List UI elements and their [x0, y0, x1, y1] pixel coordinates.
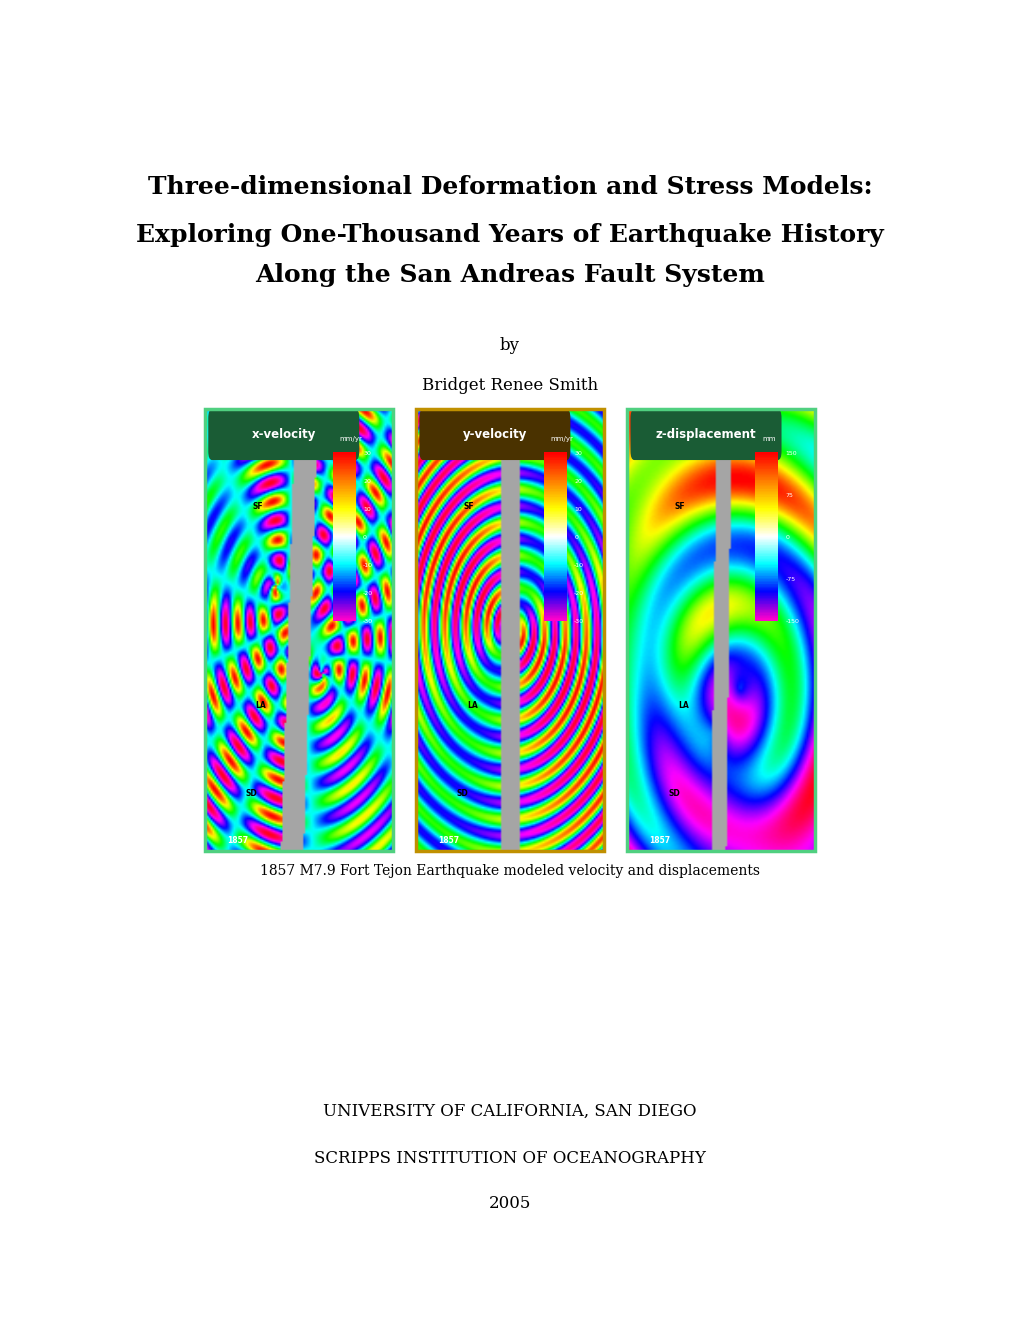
Text: 1857 M7.9 Fort Tejon Earthquake modeled velocity and displacements: 1857 M7.9 Fort Tejon Earthquake modeled … [260, 865, 759, 878]
Text: SCRIPPS INSTITUTION OF OCEANOGRAPHY: SCRIPPS INSTITUTION OF OCEANOGRAPHY [314, 1151, 705, 1167]
Text: Exploring One-Thousand Years of Earthquake History: Exploring One-Thousand Years of Earthqua… [136, 223, 883, 247]
Text: Three-dimensional Deformation and Stress Models:: Three-dimensional Deformation and Stress… [148, 176, 871, 199]
Text: by: by [499, 338, 520, 354]
Text: UNIVERSITY OF CALIFORNIA, SAN DIEGO: UNIVERSITY OF CALIFORNIA, SAN DIEGO [323, 1104, 696, 1119]
Text: Along the San Andreas Fault System: Along the San Andreas Fault System [255, 263, 764, 286]
Text: 2005: 2005 [488, 1196, 531, 1212]
Text: Bridget Renee Smith: Bridget Renee Smith [422, 378, 597, 393]
